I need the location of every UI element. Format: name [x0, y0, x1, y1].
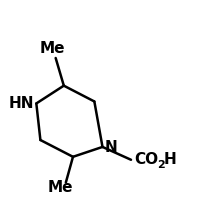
Text: HN: HN [8, 96, 34, 111]
Text: CO: CO [133, 152, 157, 167]
Text: Me: Me [48, 180, 73, 195]
Text: H: H [163, 152, 175, 167]
Text: 2: 2 [157, 160, 164, 170]
Text: N: N [104, 140, 117, 155]
Text: Me: Me [40, 41, 65, 56]
